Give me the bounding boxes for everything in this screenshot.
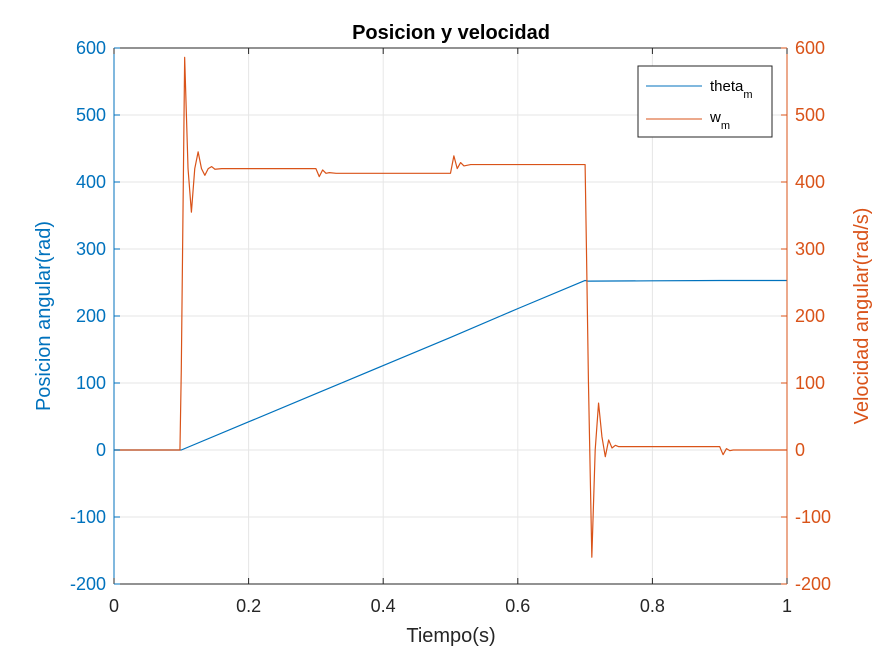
x-tick-label: 1 [782,596,792,616]
legend-label-theta: thetam [710,78,753,101]
plot-lines [114,56,787,558]
x-tick-label: 0 [109,596,119,616]
series-line-theta_m [114,279,787,451]
right-y-tick-label: 0 [795,440,805,460]
right-y-tick-label: 100 [795,373,825,393]
right-y-tick-label: 300 [795,239,825,259]
left-y-tick-label: 200 [76,306,106,326]
legend-label-theta-sub: m [743,89,752,101]
right-y-ticks: -200 -100 0 100 200 300 400 500 600 [781,38,831,594]
right-y-tick-label: 500 [795,105,825,125]
x-ticks: 0 0.2 0.4 0.6 0.8 1 [109,48,792,616]
series-line-w_m [114,56,787,558]
left-y-tick-label: -200 [70,574,106,594]
legend-label-theta-base: theta [710,78,744,95]
left-y-tick-label: -100 [70,507,106,527]
legend-box [637,65,773,138]
x-tick-label: 0.4 [371,596,396,616]
right-y-tick-label: -100 [795,507,831,527]
left-y-tick-label: 400 [76,172,106,192]
right-y-tick-label: 200 [795,306,825,326]
x-tick-label: 0.6 [505,596,530,616]
x-tick-label: 0.8 [640,596,665,616]
right-y-tick-label: 400 [795,172,825,192]
y-grid [114,114,787,518]
left-y-axis-label: Posicion angular(rad) [33,221,55,411]
left-y-ticks: -200 -100 0 100 200 300 400 500 600 [70,38,120,594]
left-y-tick-label: 0 [96,440,106,460]
legend: thetam wm [637,65,773,138]
right-y-axis-label: Velocidad angular(rad/s) [851,208,873,425]
left-y-tick-label: 600 [76,38,106,58]
left-y-tick-label: 500 [76,105,106,125]
right-y-tick-label: 600 [795,38,825,58]
x-tick-label: 0.2 [236,596,261,616]
legend-label-w-sub: m [721,120,730,132]
left-y-tick-label: 100 [76,373,106,393]
x-axis-label: Tiempo(s) [406,625,495,647]
legend-label-w: wm [709,109,730,132]
chart-title: Posicion y velocidad [352,22,550,44]
legend-label-w-base: w [709,109,721,126]
right-y-tick-label: -200 [795,574,831,594]
left-y-tick-label: 300 [76,239,106,259]
